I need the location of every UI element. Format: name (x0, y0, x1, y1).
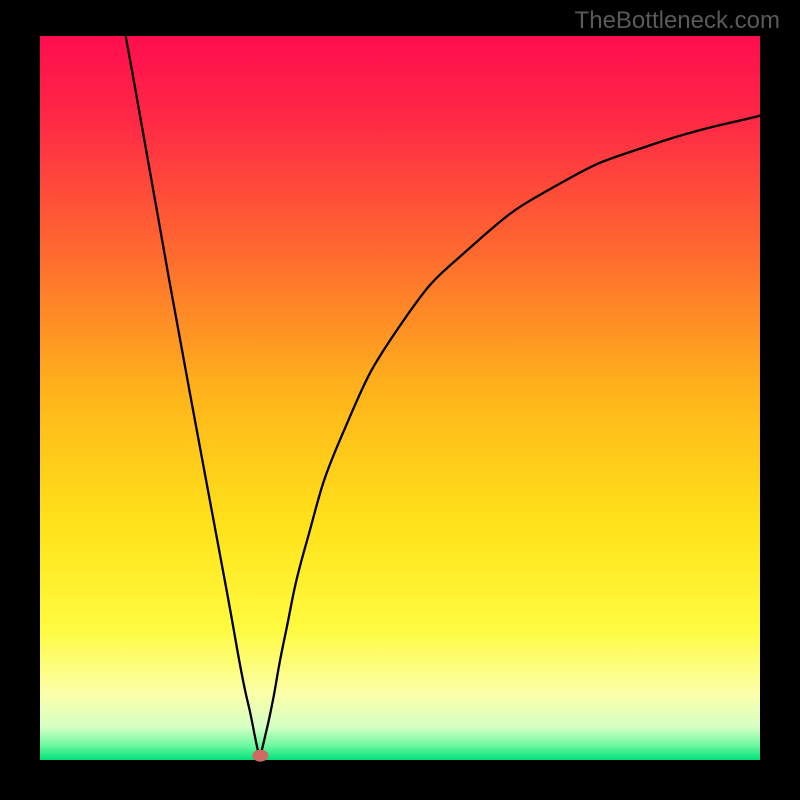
vertex-marker (252, 750, 268, 762)
watermark-text: TheBottleneck.com (575, 7, 780, 35)
chart-svg (0, 0, 800, 800)
chart-container: TheBottleneck.com (0, 0, 800, 800)
